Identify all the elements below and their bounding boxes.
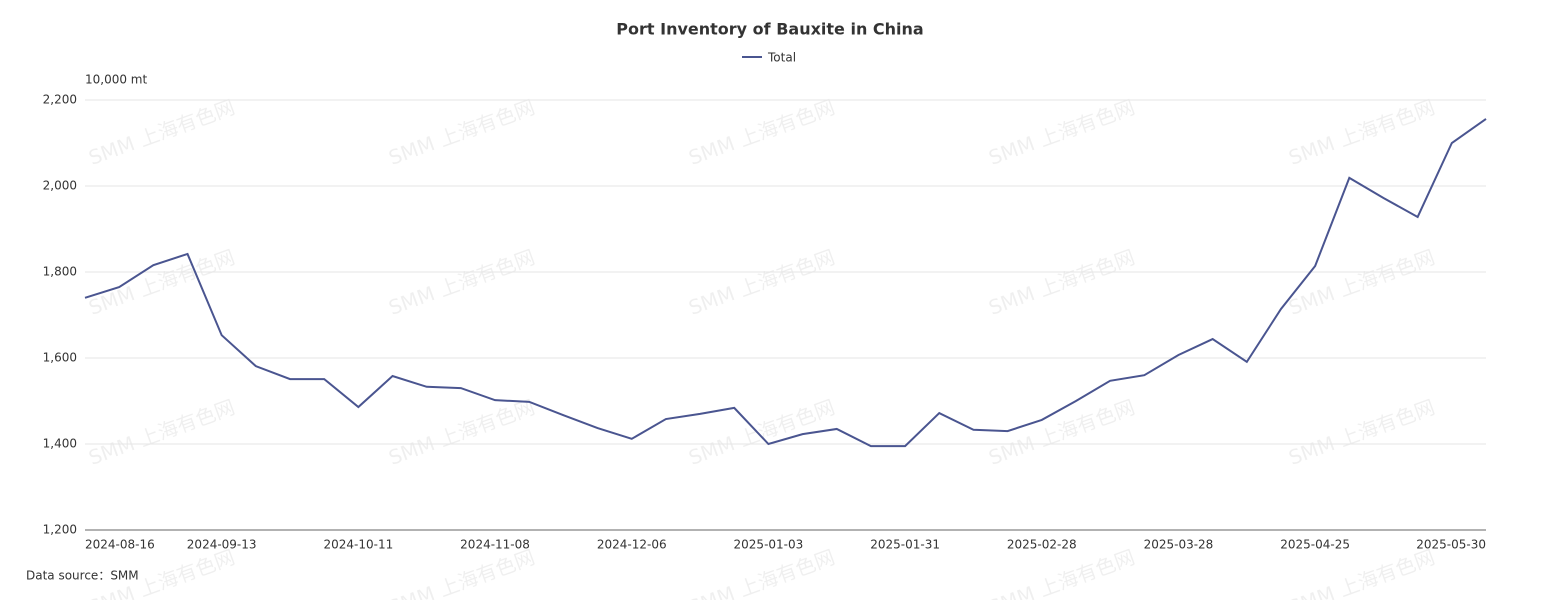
watermark: SMM 上海有色网 — [685, 245, 838, 320]
watermark: SMM 上海有色网 — [385, 245, 538, 320]
x-tick-label: 2025-04-25 — [1280, 538, 1350, 552]
x-tick-label: 2024-08-16 — [85, 538, 155, 552]
data-line — [84, 118, 1487, 448]
y-axis-unit: 10,000 mt — [85, 73, 147, 87]
x-tick-label: 2024-12-06 — [597, 538, 667, 552]
watermark: SMM 上海有色网 — [985, 395, 1138, 470]
watermark: SMM 上海有色网 — [1285, 545, 1438, 600]
watermark: SMM 上海有色网 — [985, 245, 1138, 320]
x-tick-label: 2025-02-28 — [1007, 538, 1077, 552]
source-note: Data source：SMM — [26, 569, 139, 583]
y-tick-label: 1,600 — [43, 351, 77, 365]
y-tick-label: 1,400 — [43, 437, 77, 451]
y-tick-label: 2,000 — [43, 179, 77, 193]
watermark: SMM 上海有色网 — [985, 95, 1138, 170]
watermark: SMM 上海有色网 — [1285, 245, 1438, 320]
y-tick-label: 1,200 — [43, 523, 77, 537]
x-tick-label: 2024-10-11 — [323, 538, 393, 552]
watermark: SMM 上海有色网 — [1285, 95, 1438, 170]
chart-title: Port Inventory of Bauxite in China — [616, 20, 923, 39]
x-tick-label: 2024-09-13 — [187, 538, 257, 552]
watermark: SMM 上海有色网 — [385, 95, 538, 170]
y-tick-label: 2,200 — [43, 93, 77, 107]
watermark: SMM 上海有色网 — [85, 95, 238, 170]
watermark: SMM 上海有色网 — [385, 395, 538, 470]
x-tick-label: 2025-01-31 — [870, 538, 940, 552]
watermark: SMM 上海有色网 — [685, 545, 838, 600]
x-tick-label: 2024-11-08 — [460, 538, 530, 552]
watermark: SMM 上海有色网 — [985, 545, 1138, 600]
watermark: SMM 上海有色网 — [85, 395, 238, 470]
x-tick-label: 2025-01-03 — [734, 538, 804, 552]
legend-label: Total — [767, 51, 796, 65]
watermark: SMM 上海有色网 — [685, 95, 838, 170]
watermark: SMM 上海有色网 — [1285, 395, 1438, 470]
x-tick-label: 2025-03-28 — [1144, 538, 1214, 552]
watermark: SMM 上海有色网 — [385, 545, 538, 600]
x-tick-label: 2025-05-30 — [1416, 538, 1486, 552]
watermark: SMM 上海有色网 — [85, 245, 238, 320]
y-tick-label: 1,800 — [43, 265, 77, 279]
